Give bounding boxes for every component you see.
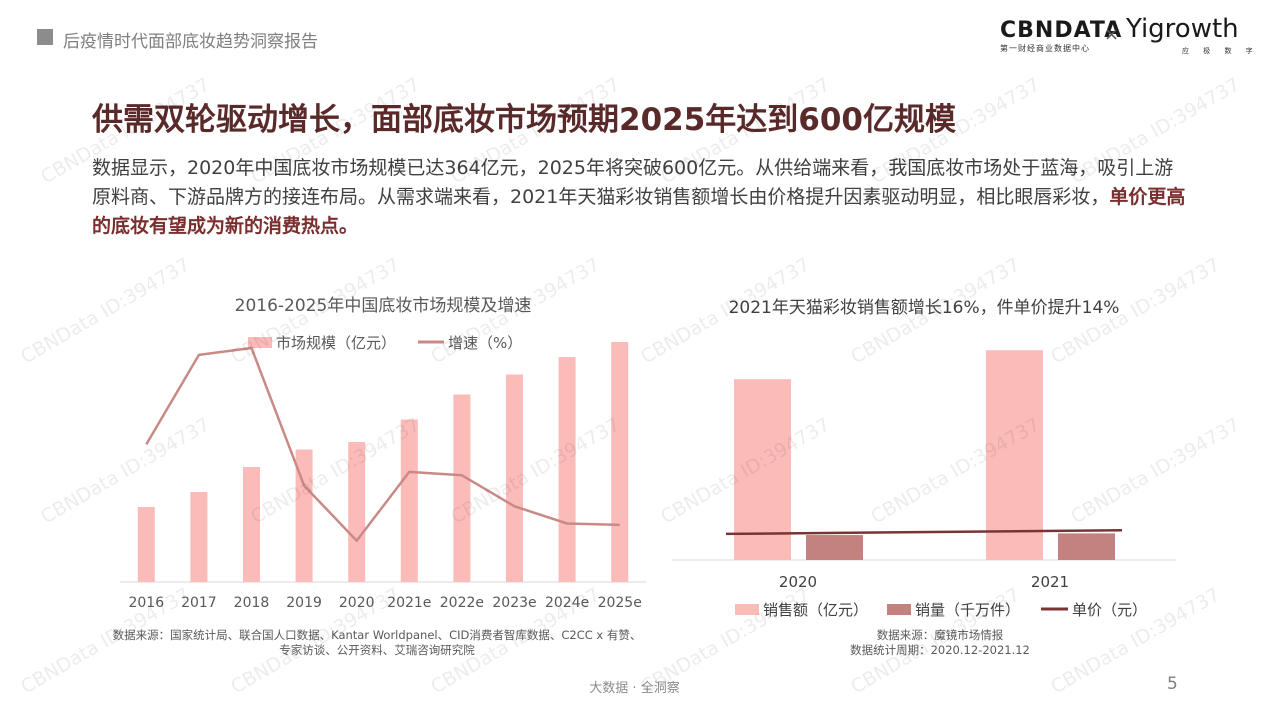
market-size-bar-2020 <box>348 442 366 582</box>
yigrowth-logo: Yigrowth <box>1126 14 1239 44</box>
market-size-bar-2022e <box>453 394 471 582</box>
market-size-bar-2016 <box>137 507 155 582</box>
logo-separator: × <box>1104 24 1120 45</box>
x-tick-label-2022e: 2022e <box>440 595 484 611</box>
x-tick-label-2021: 2021 <box>1031 573 1069 591</box>
x-tick-label-2017: 2017 <box>181 595 217 611</box>
header-square-icon <box>37 29 53 45</box>
x-tick-label-2020: 2020 <box>339 595 375 611</box>
right-chart-source: 数据来源：魔镜市场情报 <box>876 628 1004 642</box>
market-size-bar-2017 <box>190 492 208 582</box>
right-chart-period: 数据统计周期：2020.12-2021.12 <box>850 643 1030 657</box>
market-size-bar-2023e <box>506 374 523 582</box>
legend-swatch-volume <box>887 604 911 615</box>
cbndata-logo-subtitle: 第一财经商业数据中心 <box>1000 44 1090 53</box>
market-size-bar-2024e <box>558 357 576 582</box>
legend-swatch-market-size <box>248 337 272 348</box>
x-tick-label-2025e: 2025e <box>598 595 642 611</box>
growth-rate-line <box>145 346 620 542</box>
description-text: 数据显示，2020年中国底妆市场规模已达364亿元，2025年将突破600亿元。… <box>92 157 1174 208</box>
x-tick-label-2018: 2018 <box>234 595 270 611</box>
legend-label-price: 单价（元） <box>1072 601 1147 619</box>
sales-bar-2020 <box>734 379 791 560</box>
market-size-bar-2021e <box>400 419 418 582</box>
legend-label-growth: 增速（%） <box>448 334 522 352</box>
market-size-bar-2025e <box>611 342 629 582</box>
report-title: 后疫情时代面部底妆趋势洞察报告 <box>63 32 318 52</box>
x-tick-label-2023e: 2023e <box>492 595 536 611</box>
cbndata-logo: CBNDATA <box>1000 18 1123 43</box>
left-chart-title: 2016-2025年中国底妆市场规模及增速 <box>235 296 532 316</box>
legend-label-market-size: 市场规模（亿元） <box>276 334 396 352</box>
yigrowth-logo-subtitle: 应 极 数 字 <box>1182 47 1259 55</box>
page-description: 数据显示，2020年中国底妆市场规模已达364亿元，2025年将突破600亿元。… <box>92 154 1192 241</box>
market-size-bar-2019 <box>295 449 313 582</box>
sales-bar-2021 <box>986 350 1043 560</box>
description-highlight: 单价更高的底妆有望成为新的消费热点。 <box>92 186 1186 237</box>
x-tick-label-2020: 2020 <box>779 573 817 591</box>
volume-bar-2021 <box>1058 533 1115 560</box>
x-tick-label-2016: 2016 <box>128 595 164 611</box>
legend-label-sales: 销售额（亿元） <box>763 601 868 619</box>
legend-swatch-sales <box>735 604 759 615</box>
right-chart-title: 2021年天猫彩妆销售额增长16%，件单价提升14% <box>729 298 1120 318</box>
page-headline: 供需双轮驱动增长，面部底妆市场预期2025年达到600亿规模 <box>92 102 956 138</box>
market-size-bar-2018 <box>243 467 260 582</box>
left-chart-source: 数据来源：国家统计局、联合国人口数据、Kantar Worldpanel、CID… <box>112 628 642 657</box>
x-tick-label-2019: 2019 <box>286 595 322 611</box>
page-number: 5 <box>1167 674 1178 694</box>
x-tick-label-2024e: 2024e <box>545 595 589 611</box>
legend-label-volume: 销量（千万件） <box>915 601 1020 619</box>
footer-text: 大数据 · 全洞察 <box>589 681 680 696</box>
x-tick-label-2021e: 2021e <box>387 595 431 611</box>
volume-bar-2020 <box>806 535 863 560</box>
unit-price-line <box>725 529 1123 536</box>
